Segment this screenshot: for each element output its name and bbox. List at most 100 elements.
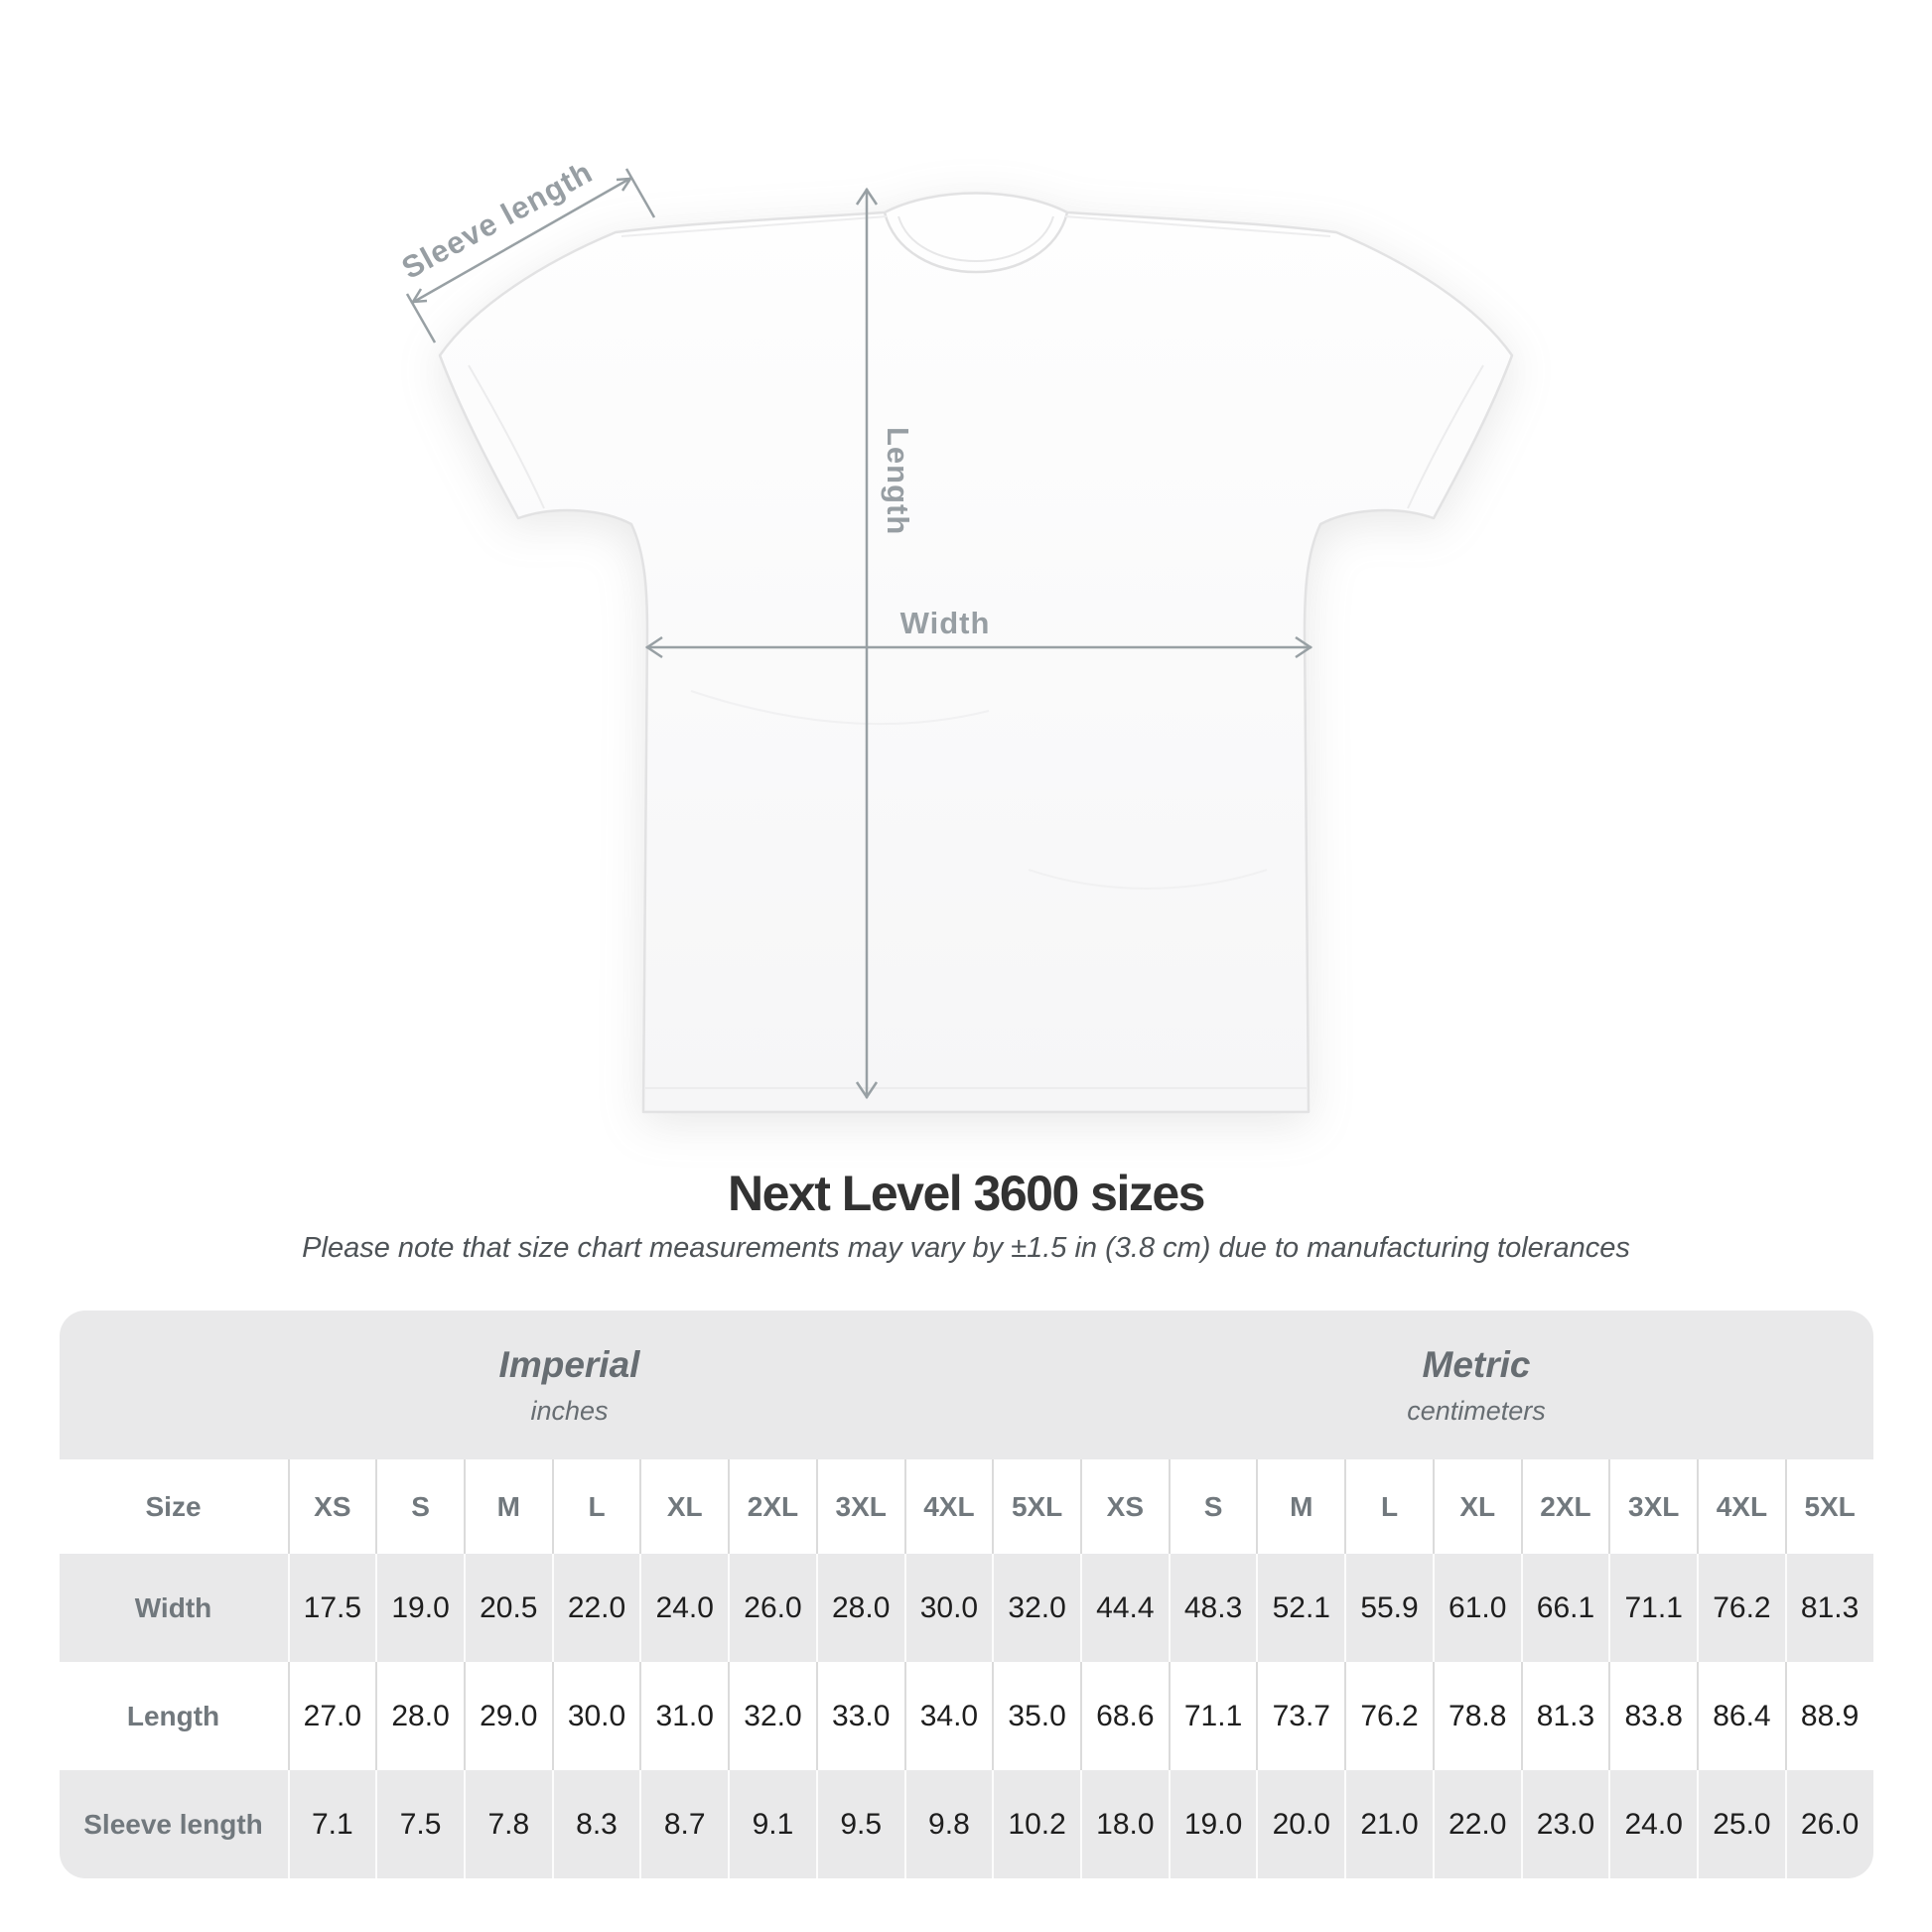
table-cell: 76.2 bbox=[1344, 1662, 1433, 1770]
table-row: Length 27.0 28.0 29.0 30.0 31.0 32.0 33.0 34.0 35… bbox=[59, 1662, 1873, 1770]
table-cell: 88.9 bbox=[1784, 1662, 1873, 1770]
table-cell: 25.0 bbox=[1697, 1770, 1785, 1878]
table-cell: 18.0 bbox=[1079, 1770, 1169, 1878]
shoulder-seam-right bbox=[1064, 215, 1331, 237]
size-column-header: 3XL bbox=[815, 1459, 904, 1554]
size-column-header: 4XL bbox=[903, 1459, 993, 1554]
unit-group-metric: Metric centimeters bbox=[1080, 1311, 1873, 1459]
table-header-row: Size XS S M L XL 2XL 3XL 4XL 5XL XS S M L XL 2XL 3XL 4XL 5… bbox=[59, 1459, 1873, 1554]
shoulder-seam-left bbox=[621, 215, 888, 237]
page-title: Next Level 3600 sizes bbox=[728, 1166, 1205, 1221]
size-table-grid: Size XS S M L XL 2XL 3XL 4XL 5XL XS S M L XL 2XL 3XL 4XL 5… bbox=[59, 1459, 1873, 1878]
table-cell: 28.0 bbox=[815, 1554, 904, 1662]
table-cell: 8.3 bbox=[551, 1770, 640, 1878]
table-cell: 9.1 bbox=[728, 1770, 816, 1878]
size-corner-label: Size bbox=[145, 1490, 202, 1522]
table-cell: 26.0 bbox=[728, 1554, 816, 1662]
table-cell: 27.0 bbox=[287, 1662, 376, 1770]
table-cell: 30.0 bbox=[903, 1554, 993, 1662]
size-column-header: 5XL bbox=[992, 1459, 1080, 1554]
size-column-header: S bbox=[375, 1459, 464, 1554]
size-column-header: L bbox=[551, 1459, 640, 1554]
collar-outer-seam bbox=[883, 211, 1069, 274]
table-cell: 33.0 bbox=[815, 1662, 904, 1770]
table-cell: 68.6 bbox=[1079, 1662, 1169, 1770]
row-label: Length bbox=[126, 1700, 220, 1731]
table-cell: 17.5 bbox=[287, 1554, 376, 1662]
table-cell: 61.0 bbox=[1432, 1554, 1521, 1662]
table-cell: 22.0 bbox=[551, 1554, 640, 1662]
size-column-header: XS bbox=[1079, 1459, 1169, 1554]
table-cell: 30.0 bbox=[551, 1662, 640, 1770]
size-column-header: 2XL bbox=[728, 1459, 816, 1554]
unit-group-imperial: Imperial inches bbox=[60, 1311, 1080, 1459]
size-column-header: M bbox=[1256, 1459, 1344, 1554]
table-cell: 7.8 bbox=[463, 1770, 552, 1878]
size-column-header: XL bbox=[1432, 1459, 1521, 1554]
table-cell: 20.5 bbox=[463, 1554, 552, 1662]
sleeve-hem-right bbox=[1407, 364, 1484, 509]
table-cell: 66.1 bbox=[1520, 1554, 1609, 1662]
table-cell: 55.9 bbox=[1344, 1554, 1433, 1662]
size-column-header: M bbox=[463, 1459, 552, 1554]
table-cell: 32.0 bbox=[728, 1662, 816, 1770]
table-cell: 9.5 bbox=[815, 1770, 904, 1878]
size-column-header: 3XL bbox=[1608, 1459, 1697, 1554]
table-cell: 19.0 bbox=[375, 1554, 464, 1662]
size-column-header: XL bbox=[639, 1459, 728, 1554]
units-row: Imperial inches Metric centimeters bbox=[60, 1311, 1873, 1459]
table-cell: 32.0 bbox=[992, 1554, 1080, 1662]
tshirt-body bbox=[438, 192, 1514, 1114]
table-cell: 52.1 bbox=[1256, 1554, 1344, 1662]
length-label: Length bbox=[881, 427, 915, 536]
table-cell: 78.8 bbox=[1432, 1662, 1521, 1770]
size-column-header: 5XL bbox=[1784, 1459, 1873, 1554]
table-cell: 23.0 bbox=[1520, 1770, 1609, 1878]
table-cell: 81.3 bbox=[1784, 1554, 1873, 1662]
table-cell: 7.1 bbox=[287, 1770, 376, 1878]
table-cell: 31.0 bbox=[639, 1662, 728, 1770]
table-row: Sleeve length 7.1 7.5 7.8 8.3 8.7 9.1 9.5 9.8 10.… bbox=[60, 1770, 1873, 1878]
table-cell: 71.1 bbox=[1168, 1662, 1257, 1770]
table-cell: 76.2 bbox=[1697, 1554, 1785, 1662]
size-table: Imperial inches Metric centimeters Size X… bbox=[59, 1311, 1873, 1878]
table-cell: 71.1 bbox=[1608, 1554, 1697, 1662]
table-cell: 81.3 bbox=[1520, 1662, 1609, 1770]
table-cell: 35.0 bbox=[992, 1662, 1080, 1770]
row-label: Width bbox=[134, 1591, 212, 1623]
table-cell: 22.0 bbox=[1432, 1770, 1521, 1878]
table-cell: 34.0 bbox=[903, 1662, 993, 1770]
imperial-label: Imperial bbox=[498, 1343, 640, 1385]
width-label: Width bbox=[899, 606, 991, 640]
table-cell: 48.3 bbox=[1168, 1554, 1257, 1662]
shirt-diagram-section: Sleeve length Length Width bbox=[396, 154, 1514, 1114]
table-cell: 24.0 bbox=[639, 1554, 728, 1662]
metric-label: Metric bbox=[1422, 1343, 1531, 1385]
table-cell: 20.0 bbox=[1256, 1770, 1344, 1878]
table-cell: 24.0 bbox=[1608, 1770, 1697, 1878]
wrinkle-lines bbox=[690, 690, 1268, 890]
table-cell: 86.4 bbox=[1697, 1662, 1785, 1770]
table-cell: 21.0 bbox=[1344, 1770, 1433, 1878]
table-cell: 8.7 bbox=[639, 1770, 728, 1878]
table-cell: 19.0 bbox=[1168, 1770, 1257, 1878]
table-cell: 26.0 bbox=[1784, 1770, 1873, 1878]
table-cell: 73.7 bbox=[1256, 1662, 1344, 1770]
table-cell: 7.5 bbox=[375, 1770, 464, 1878]
tshirt-illustration bbox=[438, 192, 1514, 1114]
sleeve-hem-left bbox=[468, 364, 545, 509]
size-column-header: 2XL bbox=[1520, 1459, 1609, 1554]
table-cell: 29.0 bbox=[463, 1662, 552, 1770]
table-cell: 28.0 bbox=[375, 1662, 464, 1770]
page-subtitle: Please note that size chart measurements… bbox=[302, 1232, 1630, 1264]
imperial-sublabel: inches bbox=[530, 1395, 609, 1426]
table-cell: 10.2 bbox=[992, 1770, 1080, 1878]
collar-inner-seam bbox=[897, 215, 1054, 262]
size-column-header: 4XL bbox=[1697, 1459, 1785, 1554]
table-cell: 44.4 bbox=[1079, 1554, 1169, 1662]
metric-sublabel: centimeters bbox=[1407, 1395, 1546, 1426]
size-column-header: XS bbox=[287, 1459, 376, 1554]
table-row: Width 17.5 19.0 20.5 22.0 24.0 26.0 28.0 30.0 32.… bbox=[60, 1554, 1873, 1662]
size-column-header: S bbox=[1168, 1459, 1257, 1554]
size-column-header: L bbox=[1344, 1459, 1433, 1554]
